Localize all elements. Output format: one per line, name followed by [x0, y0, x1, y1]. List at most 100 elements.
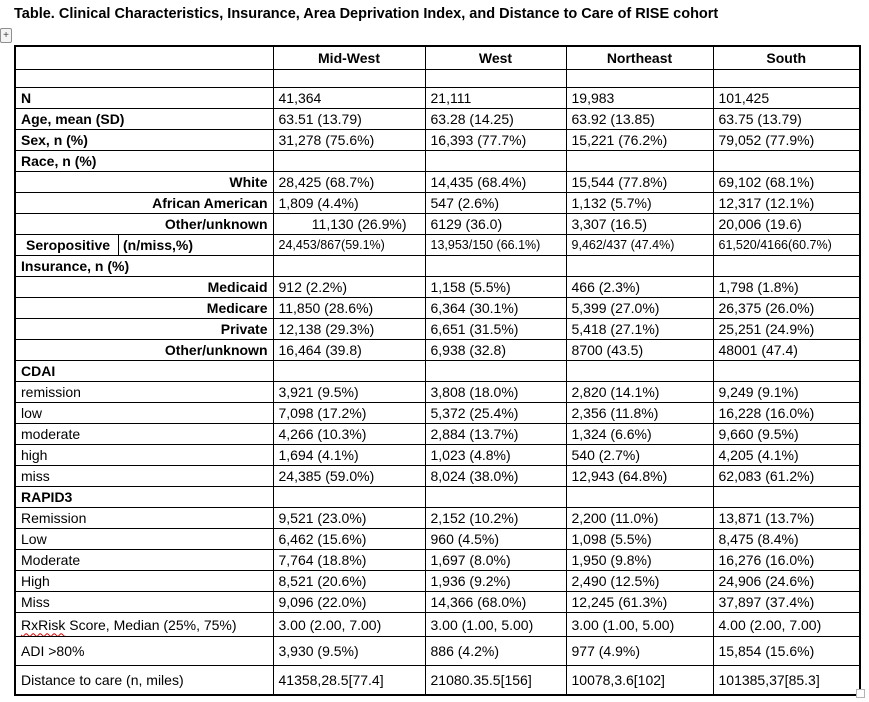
- data-cell: [424, 255, 567, 277]
- data-cell: 540 (2.7%): [565, 444, 714, 466]
- data-cell: 62,083 (61.2%): [712, 465, 861, 487]
- table-row: remission 3,921 (9.5%) 3,808 (18.0%) 2,820 …: [14, 381, 861, 403]
- data-cell: 11,850 (28.6%): [272, 297, 426, 319]
- data-cell: 2,356 (11.8%): [565, 402, 714, 424]
- data-cell: 16,393 (77.7%): [424, 129, 567, 151]
- row-label: High: [14, 570, 274, 592]
- data-cell: 24,385 (59.0%): [272, 465, 426, 487]
- row-label: CDAI: [14, 360, 274, 382]
- data-cell: 16,276 (16.0%): [712, 549, 861, 571]
- row-label: Age, mean (SD): [14, 108, 274, 130]
- data-cell: 21080.35.5[156]: [424, 665, 567, 696]
- data-cell: 977 (4.9%): [565, 636, 714, 666]
- data-cell: 5,418 (27.1%): [565, 318, 714, 340]
- column-header: Northeast: [565, 45, 714, 70]
- data-cell: 19,983: [565, 87, 714, 109]
- data-cell: 101385,37[85.3]: [712, 665, 861, 696]
- row-label-rest: Score, Median (25%, 75%): [65, 616, 237, 633]
- data-cell: 960 (4.5%): [424, 528, 567, 550]
- data-cell: [565, 69, 714, 88]
- row-label: miss: [14, 465, 274, 487]
- data-cell: [424, 486, 567, 508]
- data-cell: [424, 360, 567, 382]
- data-cell: 5,372 (25.4%): [424, 402, 567, 424]
- data-cell: 9,521 (23.0%): [272, 507, 426, 529]
- row-label-part1: Seropositive: [21, 235, 119, 255]
- data-cell: [712, 486, 861, 508]
- data-cell: 25,251 (24.9%): [712, 318, 861, 340]
- data-cell: 1,694 (4.1%): [272, 444, 426, 466]
- row-label: Insurance, n (%): [14, 255, 274, 277]
- data-cell: 21,111: [424, 87, 567, 109]
- data-cell: 26,375 (26.0%): [712, 297, 861, 319]
- data-cell: [424, 150, 567, 172]
- row-label: Remission: [14, 507, 274, 529]
- data-cell: 9,660 (9.5%): [712, 423, 861, 445]
- row-label: remission: [14, 381, 274, 403]
- data-cell: 7,098 (17.2%): [272, 402, 426, 424]
- data-cell: [712, 69, 861, 88]
- data-cell: 9,462/437 (47.4%): [565, 234, 714, 256]
- data-cell: 37,897 (37.4%): [712, 591, 861, 613]
- row-label: low: [14, 402, 274, 424]
- table-row: miss 24,385 (59.0%) 8,024 (38.0%) 12,943 (6…: [14, 465, 861, 487]
- table-row: Private 12,138 (29.3%) 6,651 (31.5%) 5,418 …: [14, 318, 861, 340]
- data-cell: 6,364 (30.1%): [424, 297, 567, 319]
- data-cell: [272, 360, 426, 382]
- table-row: Other/unknown 16,464 (39.8) 6,938 (32.8) 87…: [14, 339, 861, 361]
- row-label: Seropositive (n/miss,%): [14, 234, 274, 256]
- data-cell: [565, 486, 714, 508]
- data-cell: 16,228 (16.0%): [712, 402, 861, 424]
- row-label: ADI >80%: [14, 636, 274, 666]
- row-label: N: [14, 87, 274, 109]
- data-cell: 2,152 (10.2%): [424, 507, 567, 529]
- data-cell: 61,520/4166(60.7%): [712, 234, 861, 256]
- data-cell: 3,808 (18.0%): [424, 381, 567, 403]
- data-cell: [712, 255, 861, 277]
- row-label: Moderate: [14, 549, 274, 571]
- data-cell: 912 (2.2%): [272, 276, 426, 298]
- data-cell: 63.51 (13.79): [272, 108, 426, 130]
- data-cell: 13,871 (13.7%): [712, 507, 861, 529]
- data-cell: 1,132 (5.7%): [565, 192, 714, 214]
- row-label: Sex, n (%): [14, 129, 274, 151]
- data-cell: 69,102 (68.1%): [712, 171, 861, 193]
- data-cell: 1,936 (9.2%): [424, 570, 567, 592]
- data-cell: 41,364: [272, 87, 426, 109]
- data-cell: 24,906 (24.6%): [712, 570, 861, 592]
- data-cell: 1,950 (9.8%): [565, 549, 714, 571]
- data-cell: 8,024 (38.0%): [424, 465, 567, 487]
- table-row: Remission 9,521 (23.0%) 2,152 (10.2%) 2,200…: [14, 507, 861, 529]
- table-row: Sex, n (%) 31,278 (75.6%) 16,393 (77.7%) 15…: [14, 129, 861, 151]
- table-row: Seropositive (n/miss,%) 24,453/867(59.1%) 1…: [14, 234, 861, 256]
- row-label: [14, 69, 274, 88]
- row-label: Private: [14, 318, 274, 340]
- data-cell: 4.00 (2.00, 7.00): [712, 612, 861, 637]
- data-cell: 79,052 (77.9%): [712, 129, 861, 151]
- data-cell: 15,544 (77.8%): [565, 171, 714, 193]
- data-cell: 1,809 (4.4%): [272, 192, 426, 214]
- table-resize-handle-icon[interactable]: [856, 689, 865, 698]
- data-cell: 12,245 (61.3%): [565, 591, 714, 613]
- table-row: moderate 4,266 (10.3%) 2,884 (13.7%) 1,324 …: [14, 423, 861, 445]
- data-cell: 8,475 (8.4%): [712, 528, 861, 550]
- data-cell: 20,006 (19.6): [712, 213, 861, 235]
- table-row: Miss 9,096 (22.0%) 14,366 (68.0%) 12,245 (6…: [14, 591, 861, 613]
- row-label: Medicare: [14, 297, 274, 319]
- data-cell: 6129 (36.0): [424, 213, 567, 235]
- column-header: West: [424, 45, 567, 70]
- row-label-part2: (n/miss,%): [123, 237, 194, 253]
- data-cell: 5,399 (27.0%): [565, 297, 714, 319]
- table-move-handle-icon[interactable]: +: [0, 28, 12, 43]
- header-row: Mid-West West Northeast South: [14, 45, 861, 70]
- data-cell: 15,221 (76.2%): [565, 129, 714, 151]
- table-row: CDAI: [14, 360, 861, 382]
- table-row: African American 1,809 (4.4%) 547 (2.6%) 1,…: [14, 192, 861, 214]
- data-cell: 8700 (43.5): [565, 339, 714, 361]
- data-cell: 547 (2.6%): [424, 192, 567, 214]
- data-cell: 12,317 (12.1%): [712, 192, 861, 214]
- data-cell: 4,266 (10.3%): [272, 423, 426, 445]
- row-label: RxRisk Score, Median (25%, 75%): [14, 612, 274, 637]
- row-label: Low: [14, 528, 274, 550]
- data-cell: 6,651 (31.5%): [424, 318, 567, 340]
